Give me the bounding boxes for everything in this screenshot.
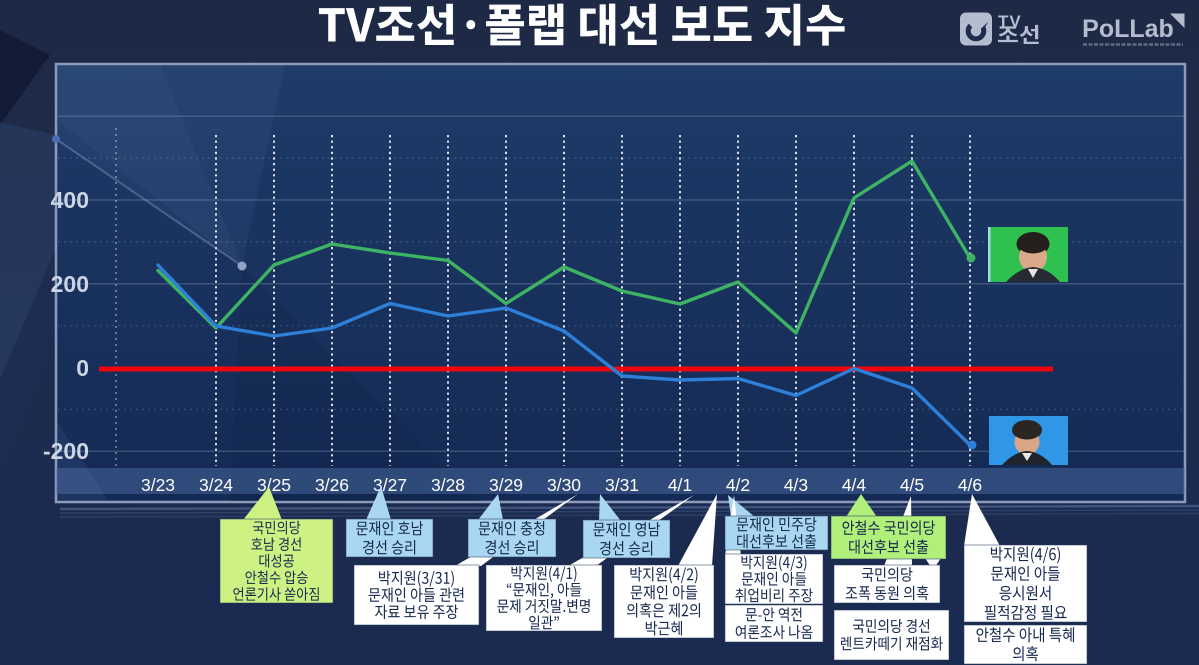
svg-text:TV: TV xyxy=(998,12,1022,31)
svg-text:3/25: 3/25 xyxy=(257,475,291,495)
svg-text:200: 200 xyxy=(51,271,89,297)
svg-text:4/5: 4/5 xyxy=(900,475,924,495)
svg-text:3/24: 3/24 xyxy=(199,475,233,495)
svg-text:4/6: 4/6 xyxy=(958,475,982,495)
svg-text:-200: -200 xyxy=(43,438,89,464)
svg-text:400: 400 xyxy=(51,187,89,213)
svg-text:0: 0 xyxy=(76,355,89,381)
svg-text:3/26: 3/26 xyxy=(315,475,349,495)
svg-text:3/23: 3/23 xyxy=(141,475,175,495)
svg-text:3/29: 3/29 xyxy=(489,475,523,495)
svg-text:4/3: 4/3 xyxy=(784,475,808,495)
svg-text:3/30: 3/30 xyxy=(547,475,581,495)
svg-text:4/1: 4/1 xyxy=(668,475,692,495)
svg-text:3/28: 3/28 xyxy=(431,475,465,495)
svg-text:4/2: 4/2 xyxy=(726,475,750,495)
svg-text:PoLLab: PoLLab xyxy=(1082,15,1174,43)
svg-text:3/27: 3/27 xyxy=(373,475,407,495)
svg-text:3/31: 3/31 xyxy=(605,475,639,495)
svg-text:4/4: 4/4 xyxy=(842,475,867,495)
